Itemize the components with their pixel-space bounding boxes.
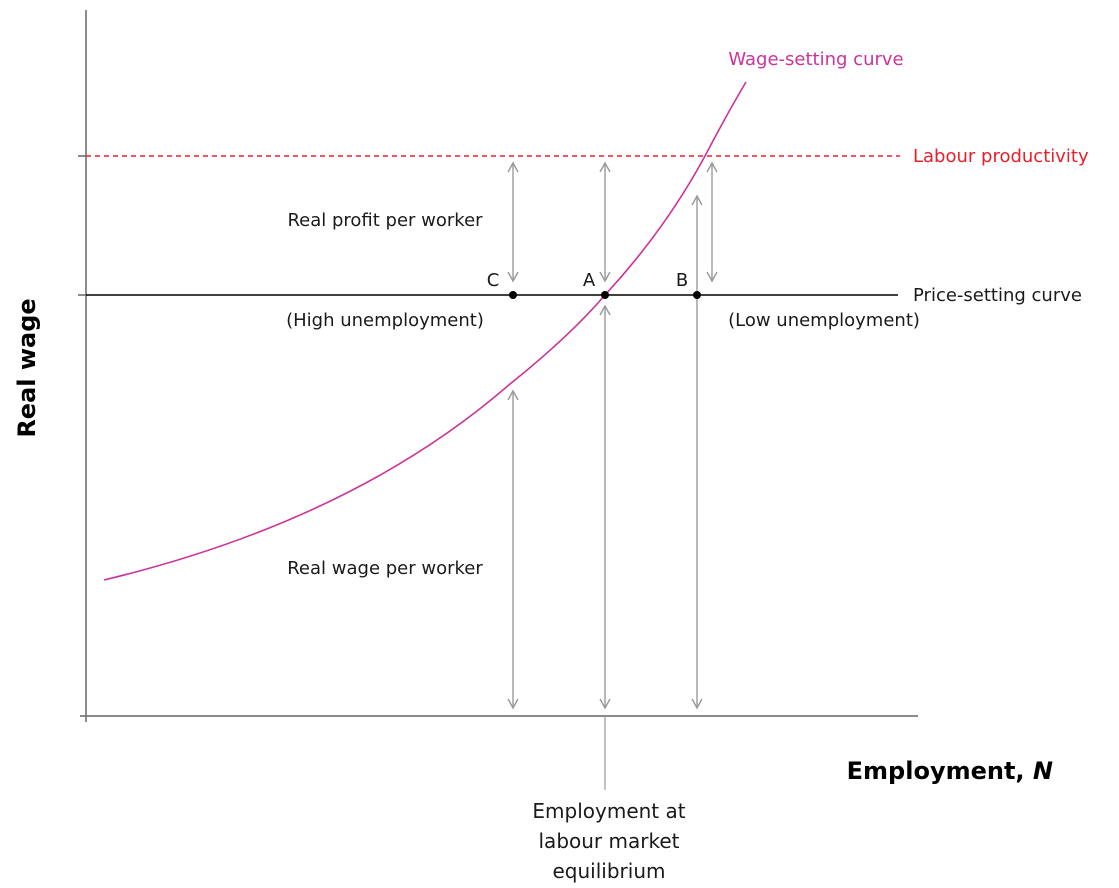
labour-productivity-label: Labour productivity (913, 146, 1089, 167)
point-b-label: B (676, 270, 688, 291)
point-b-marker (693, 291, 701, 299)
wage-setting-curve (103, 81, 747, 581)
x-axis-title-text: Employment, (847, 757, 1033, 785)
point-a-marker (601, 291, 609, 299)
real-profit-label: Real profit per worker (287, 210, 483, 231)
high-unemployment-label: (High unemployment) (286, 310, 484, 331)
low-unemployment-label: (Low unemployment) (728, 310, 920, 331)
point-c-label: C (487, 270, 500, 291)
equilibrium-label-line3: equilibrium (553, 859, 666, 883)
y-axis-title: Real wage (13, 298, 41, 437)
equilibrium-label-line2: labour market (539, 829, 680, 853)
point-c-marker (509, 291, 517, 299)
wage-setting-label: Wage-setting curve (728, 49, 903, 70)
x-axis-title: Employment, N (847, 757, 1053, 785)
price-setting-label: Price-setting curve (913, 285, 1082, 306)
real-wage-label: Real wage per worker (287, 558, 483, 579)
point-a-label: A (583, 270, 596, 291)
equilibrium-label-line1: Employment at (532, 799, 685, 823)
x-axis-title-variable: N (1033, 757, 1053, 785)
